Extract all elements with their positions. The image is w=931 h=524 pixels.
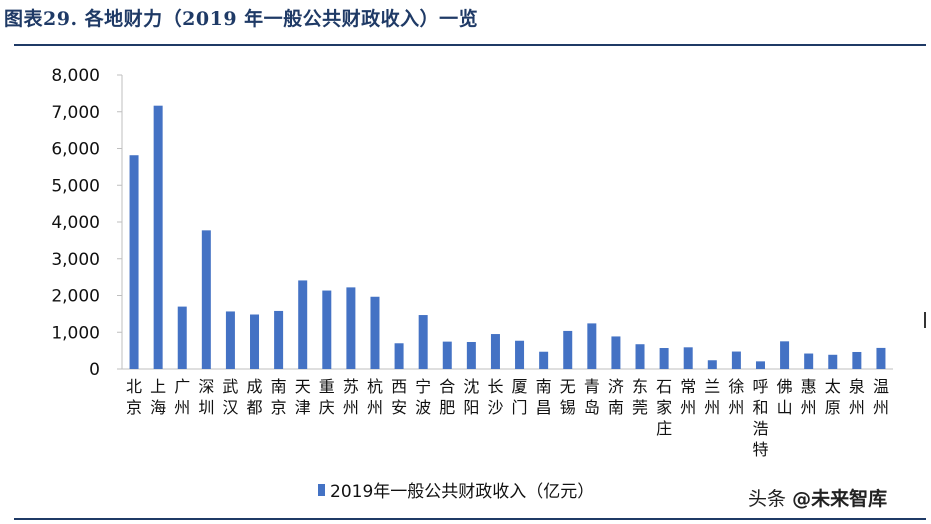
bar [225, 311, 235, 369]
x-tick-label: 南昌 [536, 377, 552, 417]
watermark-handle: @未来智库 [792, 488, 888, 510]
x-tick-label: 惠州 [801, 377, 817, 417]
x-tick-label: 武汉 [222, 377, 238, 417]
bar [852, 351, 862, 369]
y-tick-label: 6,000 [51, 140, 100, 160]
bar [828, 354, 838, 369]
x-tick-label: 佛山 [777, 377, 793, 417]
y-tick-label: 8,000 [51, 66, 100, 86]
bar [177, 306, 187, 369]
watermark: 头条 @未来智库 [748, 484, 887, 511]
bar [274, 310, 284, 369]
title-rule [14, 44, 926, 46]
bar [635, 344, 645, 369]
x-tick-label: 广州 [174, 377, 190, 417]
x-tick-label: 沈阳 [463, 377, 479, 417]
bar [563, 330, 573, 369]
x-tick-label: 深圳 [198, 377, 214, 417]
bar [876, 347, 886, 369]
x-tick-label: 重庆 [319, 377, 335, 417]
x-tick-label: 温州 [873, 377, 889, 417]
x-tick-label: 太原 [825, 377, 841, 417]
x-tick-label: 兰州 [704, 377, 720, 417]
bar [442, 341, 452, 369]
x-tick-label: 石家庄 [656, 377, 672, 438]
bar [755, 361, 765, 369]
x-tick-label: 东莞 [632, 377, 648, 417]
x-tick-label: 成都 [247, 377, 263, 417]
bar [683, 347, 693, 369]
watermark-prefix: 头条 [748, 488, 787, 510]
bar-series [129, 105, 886, 369]
bar [707, 360, 717, 369]
legend-label: 2019年一般公共财政收入（亿元） [330, 482, 594, 502]
y-tick-label: 1,000 [51, 323, 100, 343]
y-tick-label: 0 [89, 360, 100, 380]
bar [659, 348, 669, 369]
x-tick-label: 南京 [271, 377, 287, 417]
x-tick-label: 青岛 [584, 377, 600, 417]
x-tick-label: 无锡 [560, 377, 576, 417]
x-tick-label: 长沙 [487, 377, 503, 417]
bar [490, 334, 500, 369]
edge-mark [924, 312, 926, 328]
x-tick-label: 泉州 [849, 377, 865, 417]
legend-swatch [318, 484, 325, 496]
x-axis: 北京上海广州深圳武汉成都南京天津重庆苏州杭州西安宁波合肥沈阳长沙厦门南昌无锡青岛… [122, 368, 893, 459]
x-tick-label: 天津 [295, 377, 311, 417]
bar [611, 336, 621, 369]
y-axis: 0 1,000 2,000 3,000 4,000 5,000 6,000 7,000 8,00… [51, 66, 123, 380]
x-tick-label: 徐州 [728, 377, 744, 417]
bar [418, 315, 428, 369]
x-tick-label: 呼和浩特 [752, 377, 768, 459]
bar [731, 351, 741, 369]
bar [346, 287, 356, 369]
bar [587, 323, 597, 369]
bottom-rule [14, 518, 926, 520]
bar [804, 353, 814, 369]
bar [298, 280, 308, 369]
chart-legend: 2019年一般公共财政收入（亿元） [318, 482, 594, 502]
bar [539, 351, 549, 369]
y-tick-label: 4,000 [51, 213, 100, 233]
chart-title: 图表29. 各地财力（2019 年一般公共财政收入）一览 [4, 8, 479, 30]
x-tick-label: 苏州 [343, 377, 359, 417]
bar [153, 105, 163, 369]
y-tick-label: 5,000 [51, 176, 100, 196]
x-tick-label: 宁波 [415, 377, 431, 417]
bar [780, 341, 790, 369]
x-tick-label: 济南 [608, 377, 624, 417]
y-tick-label: 3,000 [51, 250, 100, 270]
y-tick-label: 7,000 [51, 103, 100, 123]
bar [466, 341, 476, 369]
bar [322, 290, 332, 369]
bar [201, 230, 211, 369]
bar [370, 296, 380, 369]
x-tick-label: 杭州 [367, 377, 383, 417]
x-tick-label: 西安 [391, 377, 407, 417]
bar [394, 343, 404, 369]
x-tick-label: 厦门 [512, 377, 528, 417]
bar [129, 155, 139, 369]
x-tick-label: 北京 [126, 377, 142, 417]
y-tick-label: 2,000 [51, 287, 100, 307]
x-tick-label: 合肥 [439, 377, 455, 417]
x-tick-label: 常州 [680, 377, 696, 417]
x-tick-label: 上海 [150, 377, 166, 417]
bar [250, 314, 260, 369]
bar [515, 340, 525, 369]
